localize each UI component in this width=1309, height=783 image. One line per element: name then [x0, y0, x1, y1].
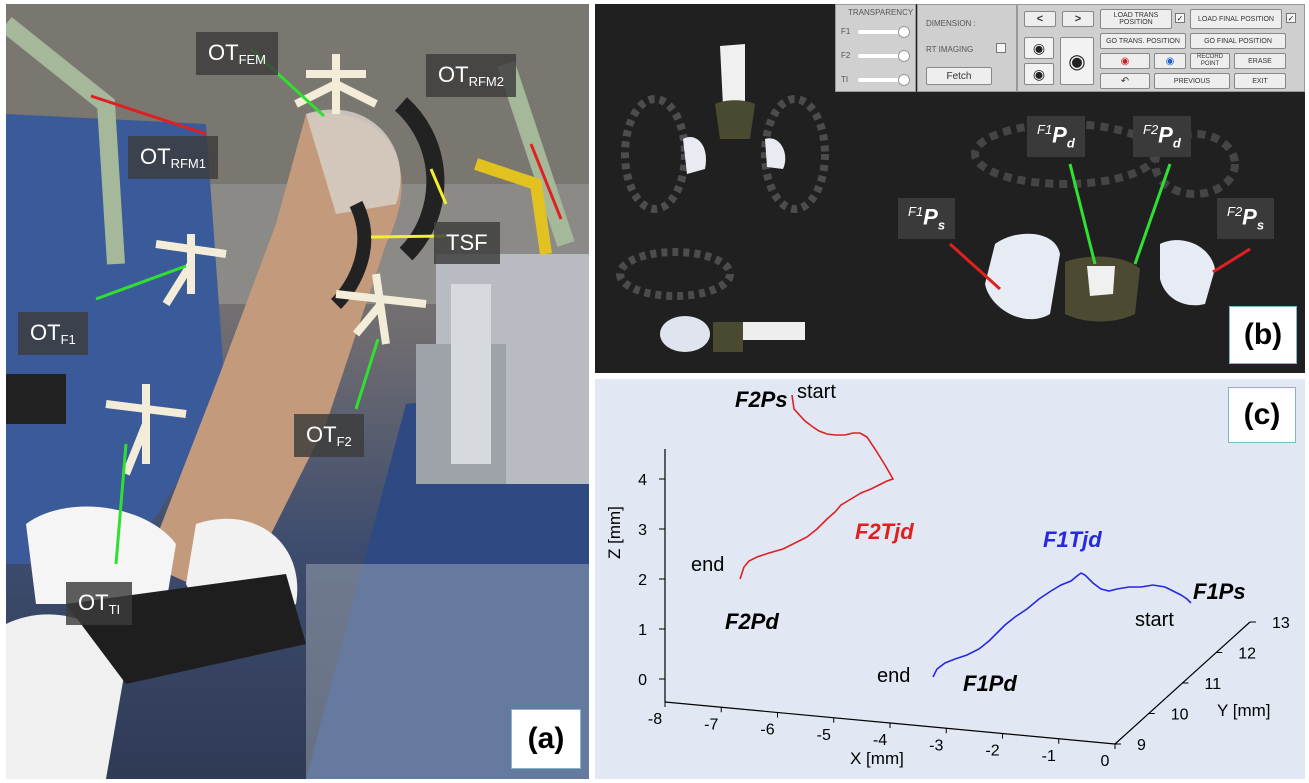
x-tick-label: -2 [985, 743, 999, 760]
x-tick-label: -3 [929, 737, 943, 754]
dimension-prev-button[interactable]: < [1024, 11, 1056, 27]
load-trans-position-button[interactable]: LOAD TRANS POSITION [1100, 9, 1172, 29]
f2-slider-track[interactable] [858, 54, 903, 58]
arrow-rfm2 [529, 143, 563, 220]
label-ot-rfm1: OTRFM1 [128, 136, 218, 179]
ti-slider-knob[interactable] [898, 74, 910, 86]
f1-slider-track[interactable] [858, 30, 903, 34]
series-f2tjd-line [739, 394, 895, 580]
z-tick-label: 4 [638, 472, 647, 489]
arrow-rfm1 [90, 94, 207, 136]
x-axis-label: X [mm] [850, 749, 904, 768]
arrow-tsf-2 [370, 234, 447, 239]
x-tick-label: 0 [1101, 753, 1110, 770]
panel-a-letter: (a) [511, 709, 581, 769]
panel-c-letter: (c) [1228, 387, 1296, 443]
load-final-position-button[interactable]: LOAD FINAL POSITION [1190, 9, 1282, 29]
f2-label: F2 [841, 51, 851, 60]
x-tick-label: -8 [648, 711, 662, 728]
panel-c-3d-plot: -8 -7 -6 -5 -4 -3 -2 -1 0 9 10 11 12 13 0 1 2 3 4 Z [mm] X… [595, 379, 1305, 779]
series-f1tjd-line [932, 572, 1192, 678]
target-icon[interactable]: ◉ [1154, 53, 1186, 69]
x-tick-label: -5 [817, 727, 831, 744]
annot-f2pd: F2Pd [725, 609, 779, 634]
ti-label: TI [841, 75, 849, 84]
annot-start-top: start [797, 381, 836, 403]
y-tick-label: 11 [1205, 676, 1222, 693]
x-tick-label: -7 [704, 716, 718, 733]
position-control-panel: < > ◉ ◉ ◉ LOAD TRANS POSITION ✓ LOAD FIN… [1017, 4, 1305, 92]
panel-a-photo: OTFEM OTRFM2 OTRFM1 TSF OTF1 OTF2 OTTI (… [6, 4, 589, 779]
label-ot-ti: OTTI [66, 582, 133, 625]
x-tick-label: -4 [873, 732, 887, 749]
label-ot-fem: OTFEM [196, 32, 279, 75]
label-tsf: TSF [434, 222, 500, 264]
load-trans-checkbox[interactable]: ✓ [1175, 13, 1185, 23]
arrow-tsf-1 [429, 168, 448, 205]
label-f2ps: F2Ps [1217, 198, 1275, 239]
previous-button[interactable]: PREVIOUS [1154, 73, 1230, 89]
annot-f1tjd: F1Tjd [1043, 527, 1102, 552]
arrow-f1 [95, 264, 187, 301]
video-camera-icon[interactable]: ◉ [1060, 37, 1094, 85]
z-tick-label: 2 [638, 572, 647, 589]
go-trans-position-button[interactable]: GO TRANS. POSITION [1100, 33, 1186, 49]
z-axis-label: Z [mm] [605, 506, 624, 559]
rt-imaging-label: RT IMAGING [926, 45, 974, 54]
transparency-label: TRANSPARENCY [848, 8, 914, 17]
y-tick-label: 10 [1171, 707, 1189, 724]
label-ot-rfm2: OTRFM2 [426, 54, 516, 97]
x-tick-label: -1 [1042, 748, 1056, 765]
arrow-ti [114, 443, 128, 565]
panel-b-software-ui: TRANSPARENCY F1 F2 TI DIMENSION : RT IMA… [595, 4, 1305, 373]
rt-imaging-panel: DIMENSION : RT IMAGING Fetch [917, 4, 1017, 92]
f1-label: F1 [841, 27, 851, 36]
transparency-panel: TRANSPARENCY F1 F2 TI [835, 4, 916, 92]
dimension-label: DIMENSION : [926, 19, 976, 28]
y-tick-label: 13 [1272, 615, 1290, 632]
panel-b-letter: (b) [1229, 306, 1297, 364]
label-f1pd: F1Pd [1027, 116, 1085, 157]
annot-f2tjd: F2Tjd [855, 519, 914, 544]
x-tick-label: -6 [760, 722, 774, 739]
arrow-f2 [354, 338, 380, 410]
surgical-scene-illustration [6, 4, 589, 779]
label-f2pd: F2Pd [1133, 116, 1191, 157]
rt-imaging-checkbox[interactable] [996, 43, 1006, 53]
go-final-position-button[interactable]: GO FINAL POSITION [1190, 33, 1286, 49]
undo-icon[interactable]: ↶ [1100, 73, 1150, 89]
y-tick-label: 12 [1238, 646, 1256, 663]
z-tick-label: 3 [638, 522, 647, 539]
exit-button[interactable]: EXIT [1234, 73, 1286, 89]
dimension-next-button[interactable]: > [1062, 11, 1094, 27]
f2-slider-knob[interactable] [898, 50, 910, 62]
f1-slider-knob[interactable] [898, 26, 910, 38]
z-tick-label: 1 [638, 622, 647, 639]
ti-slider-track[interactable] [858, 78, 903, 82]
load-final-checkbox[interactable]: ✓ [1286, 13, 1296, 23]
erase-button[interactable]: ERASE [1234, 53, 1286, 69]
label-ot-f2: OTF2 [294, 414, 364, 457]
annot-f1pd: F1Pd [963, 671, 1017, 696]
annot-f2ps: F2Ps [735, 387, 788, 412]
label-ot-f1: OTF1 [18, 312, 88, 355]
stop-record-icon[interactable]: ◉ [1100, 53, 1150, 69]
annot-f1ps: F1Ps [1193, 579, 1246, 604]
annot-end-bottom: end [877, 665, 911, 687]
z-tick-label: 0 [638, 672, 647, 689]
label-f1ps: F1Ps [898, 198, 956, 239]
y-tick-label: 9 [1137, 737, 1146, 754]
annot-start-right: start [1135, 609, 1174, 631]
y-axis-label: Y [mm] [1217, 701, 1271, 720]
camera-icon-1[interactable]: ◉ [1024, 37, 1054, 59]
camera-icon-2[interactable]: ◉ [1024, 63, 1054, 85]
annot-end-left: end [691, 554, 725, 576]
record-point-button[interactable]: RECORD POINT [1190, 53, 1230, 69]
fetch-button[interactable]: Fetch [926, 67, 992, 85]
